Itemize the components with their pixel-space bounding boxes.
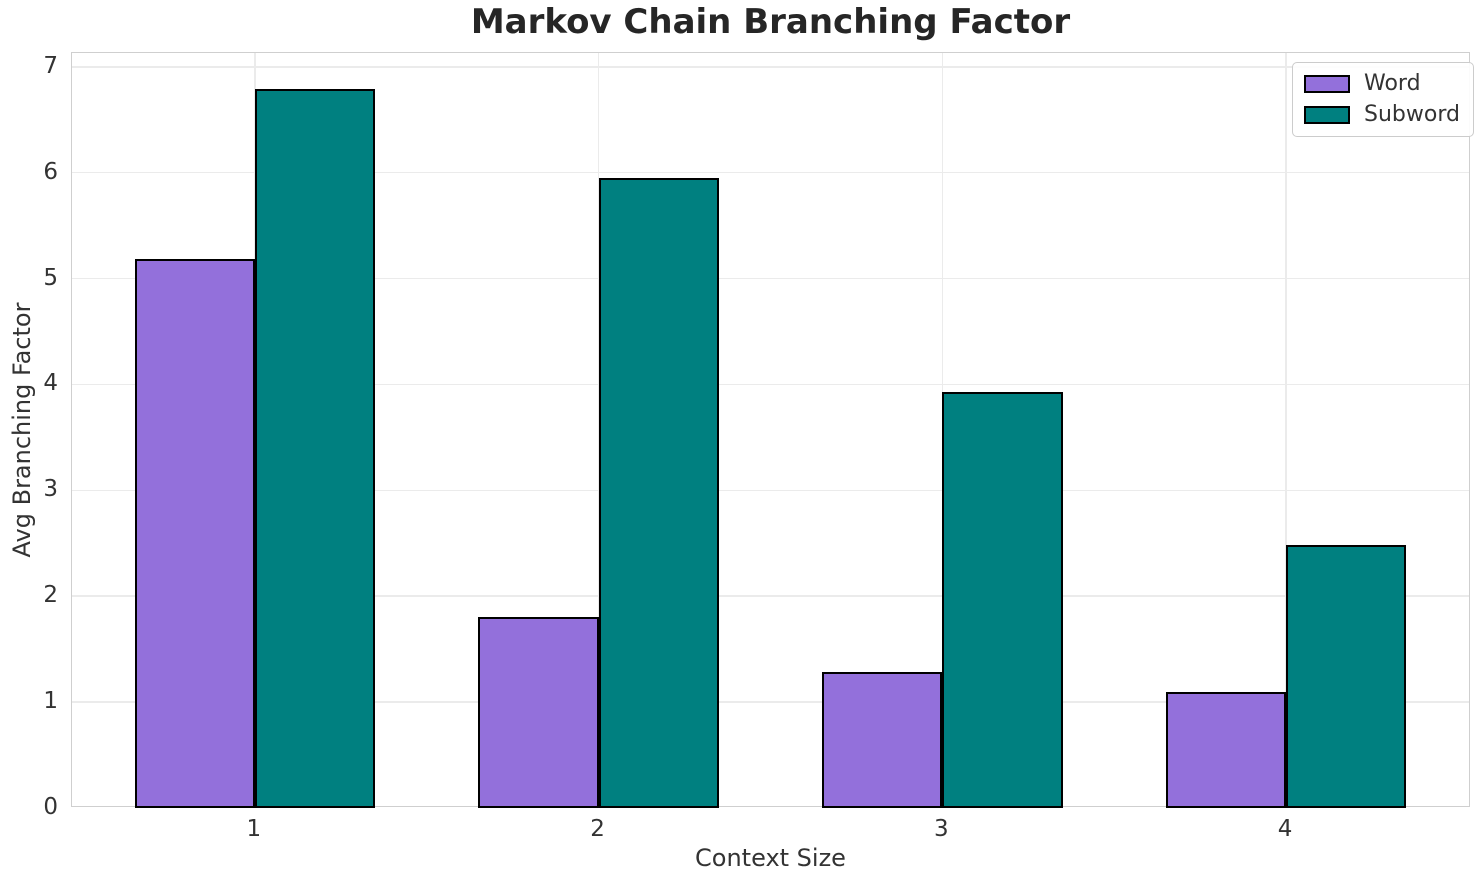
gridline-vertical-4 bbox=[1285, 53, 1287, 806]
y-tick-label-5: 5 bbox=[43, 264, 58, 291]
gridline-horizontal-6 bbox=[72, 171, 1469, 174]
legend-item-word: Word bbox=[1304, 71, 1460, 96]
bar-subword-3 bbox=[942, 391, 1063, 808]
bar-subword-2 bbox=[598, 177, 719, 808]
bar-word-4 bbox=[1165, 691, 1287, 808]
gridline-horizontal-1 bbox=[72, 701, 1469, 703]
x-axis-label: Context Size bbox=[695, 844, 846, 872]
gridline-horizontal-7 bbox=[72, 66, 1469, 68]
x-tick-label-4: 4 bbox=[1277, 816, 1293, 842]
y-axis-label: Avg Branching Factor bbox=[8, 302, 36, 558]
y-tick-label-2: 2 bbox=[43, 582, 58, 609]
bar-word-1 bbox=[134, 259, 255, 808]
gridline-horizontal-4 bbox=[72, 383, 1469, 386]
gridline-horizontal-2 bbox=[72, 595, 1469, 597]
y-tick-label-3: 3 bbox=[43, 476, 58, 503]
legend-label-subword: Subword bbox=[1364, 102, 1460, 128]
y-tick-label-0: 0 bbox=[43, 794, 58, 820]
y-tick-label-4: 4 bbox=[43, 370, 58, 397]
legend-swatch-subword-icon bbox=[1304, 106, 1350, 125]
gridline-horizontal-3 bbox=[72, 489, 1469, 492]
legend-item-subword: Subword bbox=[1304, 102, 1460, 128]
bar-subword-1 bbox=[254, 89, 376, 808]
gridline-horizontal-5 bbox=[72, 277, 1469, 280]
y-tick-label-1: 1 bbox=[43, 688, 58, 715]
x-tick-label-3: 3 bbox=[934, 816, 949, 842]
x-tick-label-2: 2 bbox=[590, 816, 605, 842]
plot-area bbox=[71, 52, 1470, 808]
legend-label-word: Word bbox=[1364, 71, 1421, 96]
y-tick-label-6: 6 bbox=[43, 158, 58, 185]
x-tick-label-1: 1 bbox=[246, 816, 262, 842]
bar-word-2 bbox=[478, 617, 599, 808]
legend-swatch-word-icon bbox=[1304, 75, 1350, 94]
y-tick-label-7: 7 bbox=[43, 52, 58, 79]
bar-subword-4 bbox=[1286, 545, 1407, 808]
bar-word-3 bbox=[822, 672, 943, 808]
legend: Word Subword bbox=[1292, 62, 1474, 138]
chart-title: Markov Chain Branching Factor bbox=[470, 2, 1071, 42]
